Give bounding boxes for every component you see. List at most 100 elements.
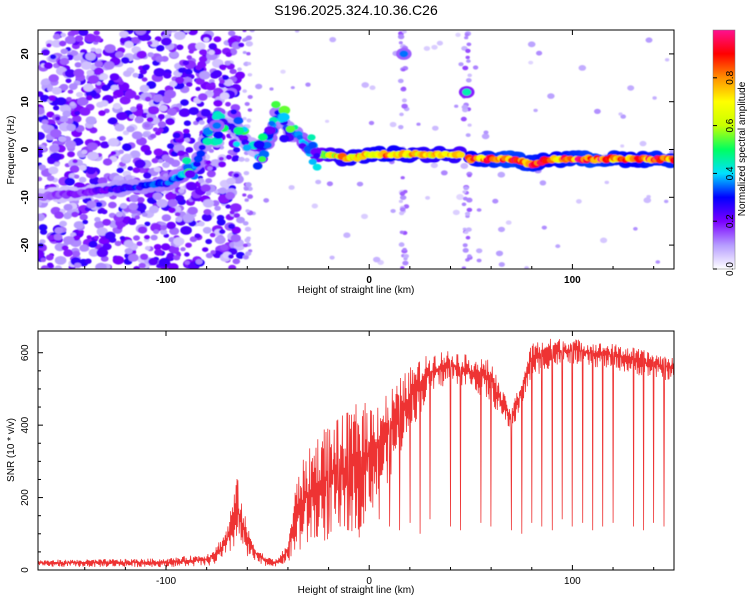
noise-speckle xyxy=(188,49,194,54)
noise-speckle xyxy=(162,162,170,168)
noise-speckle xyxy=(576,199,582,204)
noise-speckle xyxy=(205,238,213,245)
streak-speckle xyxy=(247,73,253,77)
streak-speckle xyxy=(247,108,253,112)
noise-speckle xyxy=(139,84,150,93)
noise-speckle xyxy=(213,36,222,43)
noise-speckle xyxy=(218,64,227,70)
noise-speckle xyxy=(153,244,162,250)
noise-speckle xyxy=(81,149,88,155)
noise-speckle xyxy=(72,115,82,123)
streak-speckle xyxy=(466,42,472,47)
noise-speckle xyxy=(150,133,157,139)
noise-speckle xyxy=(129,194,140,203)
noise-speckle xyxy=(528,60,534,65)
streak-speckle xyxy=(242,51,247,54)
noise-speckle xyxy=(66,97,72,102)
noise-speckle xyxy=(78,30,89,36)
noise-speckle xyxy=(134,116,144,124)
spectrogram-xtick-label: -100 xyxy=(156,275,176,286)
noise-speckle xyxy=(112,102,122,110)
noise-speckle xyxy=(643,197,652,204)
noise-speckle xyxy=(70,30,81,35)
streak-speckle xyxy=(403,254,410,259)
noise-speckle xyxy=(132,167,141,174)
noise-speckle xyxy=(175,76,185,84)
noise-speckle xyxy=(219,79,225,84)
noise-speckle xyxy=(237,67,242,72)
noise-speckle xyxy=(40,257,47,263)
streak-speckle xyxy=(247,95,253,99)
snr-ytick-label: 400 xyxy=(20,416,31,433)
noise-speckle xyxy=(108,201,117,209)
noise-speckle xyxy=(195,42,206,51)
noise-speckle xyxy=(108,117,118,125)
noise-speckle xyxy=(122,130,130,136)
noise-speckle xyxy=(137,226,148,234)
noise-speckle xyxy=(94,217,101,222)
transition-blob xyxy=(278,105,291,115)
snr-xlabel: Height of straight line (km) xyxy=(298,585,415,596)
noise-speckle xyxy=(232,155,240,162)
noise-speckle xyxy=(38,107,45,115)
noise-speckle xyxy=(498,226,505,233)
noise-speckle xyxy=(73,221,85,230)
streak-speckle xyxy=(462,227,467,231)
snr-ytick-label: 200 xyxy=(20,489,31,506)
streak-speckle xyxy=(461,266,467,269)
noise-speckle xyxy=(170,30,178,33)
noise-speckle xyxy=(218,229,226,235)
noise-speckle xyxy=(107,137,120,147)
noise-speckle xyxy=(452,209,460,216)
noise-speckle xyxy=(144,235,150,240)
transition-blob xyxy=(186,182,198,191)
noise-speckle xyxy=(456,194,464,200)
noise-speckle xyxy=(158,104,168,112)
noise-speckle xyxy=(63,212,72,220)
noise-speckle xyxy=(235,251,245,259)
noise-speckle xyxy=(655,260,661,264)
noise-speckle xyxy=(183,128,190,134)
noise-speckle xyxy=(431,44,438,50)
noise-speckle xyxy=(136,241,143,246)
noise-speckle xyxy=(527,41,536,48)
noise-speckle xyxy=(155,55,164,63)
streak-speckle xyxy=(464,32,470,37)
noise-speckle xyxy=(46,43,52,48)
noise-speckle xyxy=(132,72,139,78)
noise-speckle xyxy=(230,234,241,243)
noise-speckle xyxy=(101,209,108,215)
noise-speckle xyxy=(53,233,63,241)
noise-speckle xyxy=(227,149,234,155)
noise-speckle xyxy=(79,164,87,171)
noise-speckle xyxy=(228,254,234,259)
noise-speckle xyxy=(208,50,215,55)
streak-speckle xyxy=(462,248,469,253)
noise-speckle xyxy=(144,123,150,128)
noise-speckle xyxy=(38,213,45,222)
noise-speckle xyxy=(109,73,120,81)
streak-speckle xyxy=(467,73,473,78)
noise-speckle xyxy=(103,61,115,70)
noise-speckle xyxy=(127,166,134,171)
noise-speckle xyxy=(74,262,82,269)
noise-speckle xyxy=(207,166,213,171)
noise-speckle xyxy=(223,78,234,87)
ridge-core xyxy=(456,151,466,158)
noise-speckle xyxy=(184,68,193,75)
noise-speckle xyxy=(226,177,236,185)
noise-speckle xyxy=(85,95,93,101)
spectrogram-xtick-label: 100 xyxy=(564,275,581,286)
transition-blob xyxy=(213,131,224,139)
noise-speckle xyxy=(95,52,102,58)
noise-speckle xyxy=(150,223,162,233)
colorbar: 0.0 0.2 0.4 0.6 0.8 Normalized spectral ampl… xyxy=(712,29,748,276)
streak-speckle xyxy=(244,157,250,162)
noise-speckle xyxy=(652,96,657,100)
snr-xtick-label: 0 xyxy=(366,576,372,587)
streak-speckle xyxy=(462,65,469,71)
noise-speckle xyxy=(176,44,184,51)
noise-speckle xyxy=(41,119,49,125)
